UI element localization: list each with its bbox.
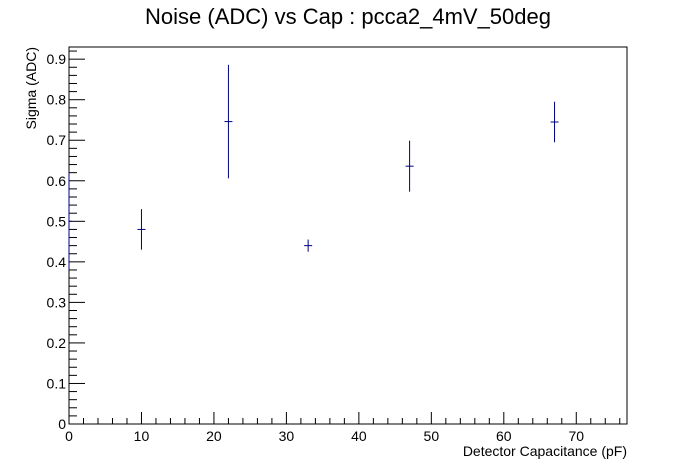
x-tick-label: 70 xyxy=(568,428,584,444)
y-tick-label: 0.8 xyxy=(47,92,67,108)
chart-title: Noise (ADC) vs Cap : pcca2_4mV_50deg xyxy=(145,4,551,29)
y-tick-label: 0.9 xyxy=(47,51,67,67)
y-axis-ticks xyxy=(69,50,85,425)
y-axis-label: Sigma (ADC) xyxy=(23,47,39,129)
y-axis-tick-labels: 0 0.1 0.2 0.3 0.4 0.5 0.6 0.7 0.8 0.9 xyxy=(47,51,67,432)
x-tick-label: 50 xyxy=(424,428,440,444)
x-tick-label: 0 xyxy=(65,428,73,444)
x-tick-label: 60 xyxy=(496,428,512,444)
x-axis-label: Detector Capacitance (pF) xyxy=(463,443,627,459)
x-tick-label: 10 xyxy=(134,428,150,444)
x-axis-ticks xyxy=(68,412,621,424)
y-tick-label: 0 xyxy=(58,416,66,432)
y-tick-label: 0.7 xyxy=(47,132,67,148)
plot-frame xyxy=(68,46,628,425)
data-point xyxy=(68,172,72,270)
y-tick-label: 0.5 xyxy=(47,213,67,229)
y-tick-label: 0.1 xyxy=(47,375,67,391)
data-point xyxy=(550,101,559,143)
y-tick-label: 0.6 xyxy=(47,173,67,189)
data-point xyxy=(304,239,313,252)
x-tick-label: 20 xyxy=(206,428,222,444)
y-tick-label: 0.2 xyxy=(47,335,67,351)
x-tick-label: 30 xyxy=(279,428,295,444)
x-tick-label: 40 xyxy=(351,428,367,444)
data-point xyxy=(137,209,146,250)
data-point xyxy=(405,140,414,192)
y-tick-label: 0.4 xyxy=(47,254,67,270)
data-point xyxy=(224,64,233,179)
x-axis-tick-labels: 0 10 20 30 40 50 60 70 xyxy=(65,428,584,444)
y-tick-label: 0.3 xyxy=(47,294,67,310)
data-points xyxy=(68,64,559,270)
